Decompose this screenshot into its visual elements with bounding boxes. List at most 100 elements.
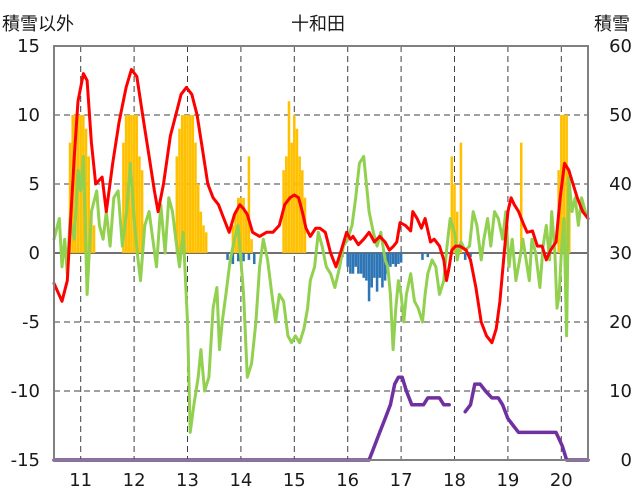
x-tick-label: 11 (69, 470, 92, 491)
x-axis-ticks: 11 12 13 14 15 16 17 18 19 20 (69, 470, 573, 491)
negative-bar (359, 253, 363, 274)
precip-bar (132, 115, 136, 253)
negative-bar (389, 253, 392, 267)
negative-bar (349, 253, 352, 274)
left-tick-label: 5 (29, 174, 40, 195)
right-tick-label: 10 (609, 381, 632, 402)
left-tick-label: 0 (29, 243, 40, 264)
precip-bar (180, 115, 184, 253)
left-tick-label: -15 (11, 450, 40, 471)
x-tick-label: 15 (283, 470, 306, 491)
precip-bar (295, 128, 299, 253)
negative-bar (370, 253, 373, 288)
precip-bar (191, 115, 195, 253)
precip-bar (122, 142, 125, 253)
negative-bar (378, 253, 382, 278)
precip-bar (135, 115, 139, 253)
negative-bar (226, 253, 229, 260)
precip-bar (188, 115, 192, 253)
precip-bar (231, 225, 235, 253)
left-tick-label: -5 (22, 312, 40, 333)
negative-bar (375, 253, 379, 292)
negative-bar (242, 253, 245, 262)
left-axis-ticks: 15 10 5 0 -5 -10 -15 (11, 36, 40, 471)
precip-bar (68, 142, 72, 253)
precip-bar (455, 211, 459, 253)
precip-bar (562, 115, 566, 253)
precip-bar (519, 142, 523, 253)
chart-title: 十和田 (291, 14, 345, 35)
precip-bar (565, 115, 568, 253)
series-line (52, 68, 590, 345)
right-tick-label: 0 (621, 450, 632, 471)
negative-bar (247, 253, 251, 260)
negative-bar (252, 253, 256, 265)
negative-bar (383, 253, 387, 281)
precip-bar (194, 142, 197, 253)
left-tick-label: 15 (17, 36, 40, 57)
precip-bar (92, 225, 96, 253)
x-tick-label: 16 (336, 470, 359, 491)
negative-bar (236, 253, 240, 262)
negative-bar (357, 253, 360, 274)
x-tick-label: 20 (550, 470, 573, 491)
lines (52, 68, 590, 462)
negative-bar (397, 253, 400, 265)
right-axis-ticks: 60 50 40 30 20 10 0 (609, 36, 632, 471)
negative-bar (365, 253, 368, 281)
negative-bar (367, 253, 371, 302)
negative-bar (373, 253, 376, 278)
negative-bar (426, 253, 430, 258)
precip-bar (183, 115, 187, 253)
precip-bar (242, 197, 245, 253)
precip-bar (138, 156, 141, 253)
precip-bar (204, 232, 208, 253)
precip-bar (124, 115, 128, 253)
series-line (52, 154, 590, 434)
precip-bar (244, 211, 248, 253)
precip-bar (175, 156, 179, 253)
x-tick-label: 17 (390, 470, 413, 491)
negative-bar (391, 253, 395, 265)
negative-bar (463, 253, 467, 260)
precip-bar (202, 225, 205, 253)
right-tick-label: 30 (609, 243, 632, 264)
x-tick-label: 13 (176, 470, 199, 491)
precip-bar (84, 128, 88, 253)
right-tick-label: 50 (609, 105, 632, 126)
left-tick-label: -10 (11, 381, 40, 402)
x-tick-label: 12 (123, 470, 146, 491)
negative-bar (231, 253, 235, 265)
precip-bar (140, 170, 144, 253)
negative-bar (351, 253, 355, 274)
precip-bar (239, 197, 243, 253)
right-axis-title: 積雪 (594, 14, 630, 35)
negative-bar (399, 253, 403, 263)
right-tick-label: 40 (609, 174, 632, 195)
precip-bar (450, 156, 454, 253)
plot-frame (53, 45, 589, 461)
precip-bar (453, 184, 456, 253)
x-tick-label: 14 (229, 470, 252, 491)
negative-bar (421, 253, 424, 260)
precip-bar (287, 101, 291, 253)
precip-bar (87, 156, 90, 253)
series-line (463, 382, 590, 462)
left-tick-label: 10 (17, 105, 40, 126)
negative-bar (346, 253, 349, 267)
x-tick-label: 18 (443, 470, 466, 491)
negative-bar (394, 253, 398, 267)
precip-bar (459, 142, 463, 253)
right-tick-label: 60 (609, 36, 632, 57)
left-axis-title: 積雪以外 (2, 14, 74, 35)
precip-bar (74, 115, 77, 253)
x-tick-label: 19 (496, 470, 519, 491)
precip-bar (293, 115, 296, 253)
precip-bar (178, 128, 181, 253)
precip-bar (196, 184, 200, 253)
negative-bar (354, 253, 357, 267)
negative-bar (469, 253, 472, 258)
right-tick-label: 20 (609, 312, 632, 333)
negative-bar (381, 253, 384, 288)
